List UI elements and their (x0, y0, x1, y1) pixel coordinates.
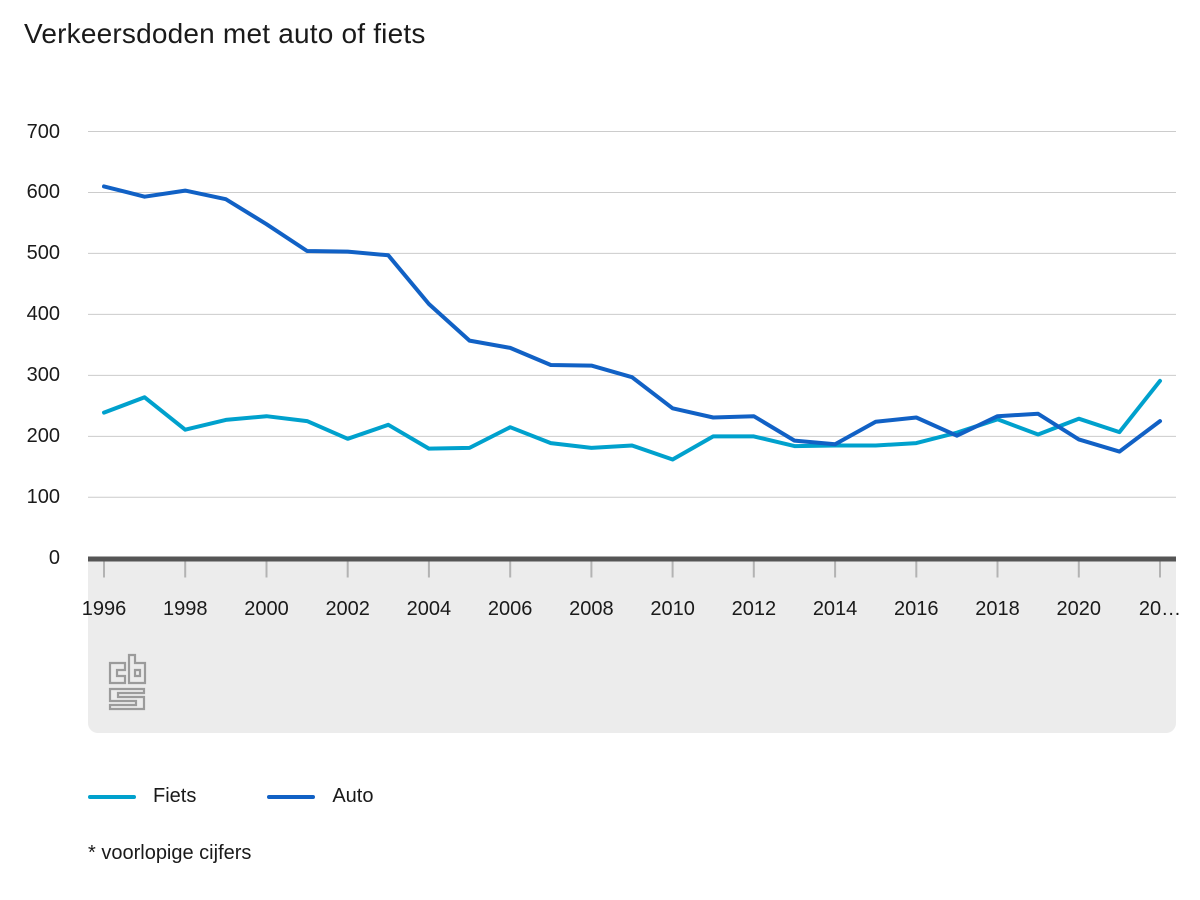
x-axis-label: 2002 (325, 598, 370, 620)
x-axis-label: 2020 (1056, 598, 1102, 620)
y-axis-label: 300 (26, 364, 60, 387)
x-axis-label: 1998 (162, 598, 208, 620)
y-axis-label: 0 (48, 547, 60, 570)
chart-title: Verkeersdoden met auto of fiets (24, 18, 426, 49)
x-axis-line (88, 556, 1176, 562)
x-axis-label: 2014 (812, 598, 858, 620)
y-axis-label: 500 (26, 242, 60, 265)
y-axis-label: 700 (26, 120, 60, 143)
x-axis-label: 2010 (650, 598, 695, 620)
x-axis-label: 2012 (731, 598, 777, 620)
cbs-logo-letter-b-hole (133, 668, 142, 678)
footnote: * voorlopige cijfers (88, 842, 252, 864)
legend-item-fiets[interactable]: Fiets (88, 785, 196, 808)
x-axis-label: 2004 (406, 598, 452, 620)
y-axis-label: 200 (26, 425, 60, 448)
fiets-line-swatch-icon (88, 794, 136, 799)
cbs-logo-letter-s (108, 687, 146, 711)
x-axis-label: 20… (1138, 598, 1182, 620)
legend: Fiets Auto (88, 785, 374, 808)
y-axis-label: 100 (26, 486, 60, 509)
y-axis-label: 400 (26, 303, 60, 326)
auto-line-swatch-icon (267, 794, 316, 799)
legend-label-auto: Auto (332, 785, 374, 807)
legend-label-fiets: Fiets (153, 785, 197, 807)
x-axis-label: 2018 (975, 598, 1020, 620)
series-line-fiets (102, 378, 1162, 462)
x-axis-label: 2000 (244, 598, 289, 620)
x-axis-label: 2008 (569, 598, 614, 620)
cbs-logo (108, 653, 147, 711)
x-axis-label: 2006 (487, 598, 533, 620)
legend-item-auto[interactable]: Auto (267, 785, 374, 808)
y-axis-label: 600 (26, 181, 60, 204)
x-axis-label: 1996 (81, 598, 127, 620)
cbs-logo-letter-c (108, 661, 127, 685)
cbs-logo-letter-b (127, 653, 147, 685)
series-line-auto (102, 184, 1162, 454)
x-axis-band (88, 561, 1176, 733)
x-axis-label: 2016 (894, 598, 939, 620)
